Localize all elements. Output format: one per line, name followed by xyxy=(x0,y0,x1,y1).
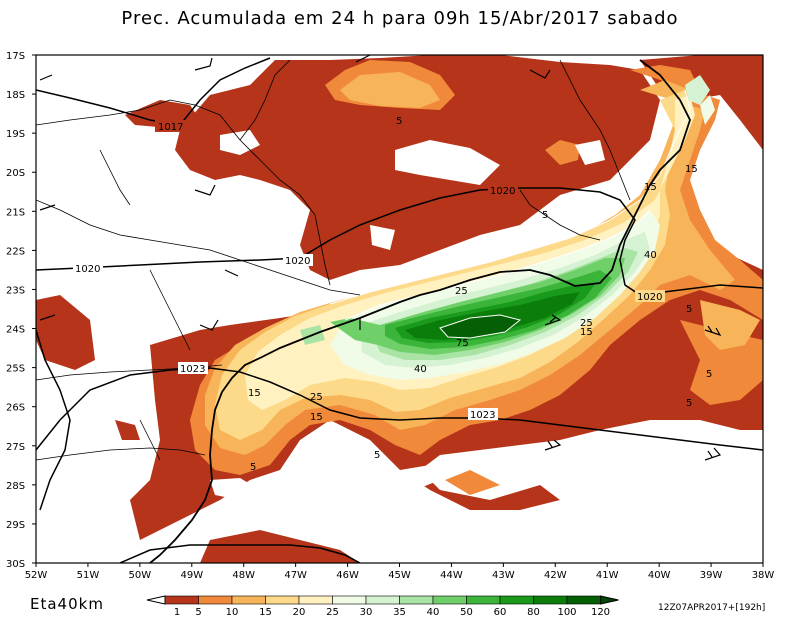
precip-label: 40 xyxy=(644,250,657,261)
lat-tick-label: 29S xyxy=(6,520,25,531)
colorbar-tick-label: 30 xyxy=(360,607,373,618)
coastline xyxy=(149,59,691,563)
colorbar-swatch xyxy=(466,595,501,605)
isobar-labels: 1017 1020 1020 1020 1020 1023 1023 xyxy=(73,120,665,421)
colorbar-tick-label: 80 xyxy=(527,607,540,618)
colorbar-swatch xyxy=(265,595,300,605)
precip-label: 75 xyxy=(456,338,469,349)
colorbar-tick-label: 120 xyxy=(591,607,610,618)
precip-label: 5 xyxy=(250,462,256,473)
lon-tick-label: 42W xyxy=(544,570,567,581)
lat-tick-label: 24S xyxy=(6,325,25,336)
lon-tick-label: 51W xyxy=(77,570,100,581)
contour-outlines xyxy=(329,89,691,339)
precip-label: 5 xyxy=(706,369,712,380)
colorbar-tick-label: 35 xyxy=(393,607,406,618)
colorbar-swatch xyxy=(499,595,534,605)
precip-label: 25 xyxy=(580,318,593,329)
isobar-label: 1020 xyxy=(490,186,515,197)
lon-tick-label: 52W xyxy=(25,570,48,581)
lon-tick-label: 48W xyxy=(232,570,255,581)
precip-labels: 5 15 5 15 40 25 25 15 75 40 5 15 25 15 5… xyxy=(248,116,712,473)
lon-tick-label: 41W xyxy=(596,570,619,581)
colorbar-arrow-high xyxy=(600,595,619,605)
colorbar: 1 5 10 15 20 25 30 35 40 50 60 80 100 120 xyxy=(146,595,619,618)
isobar-label: 1023 xyxy=(180,364,205,375)
lon-tick-label: 45W xyxy=(388,570,411,581)
colorbar-swatch xyxy=(365,595,400,605)
longitude-axis: 52W 51W 50W 49W 48W 47W 46W 45W 44W 43W 42W 41W 40W 3… xyxy=(25,563,775,581)
colorbar-swatch xyxy=(566,595,601,605)
colorbar-arrow-low xyxy=(146,595,166,605)
colorbar-tick-label: 60 xyxy=(494,607,507,618)
isobar-label: 1020 xyxy=(75,264,100,275)
isobar-label: 1023 xyxy=(470,410,495,421)
lon-tick-label: 49W xyxy=(180,570,203,581)
colorbar-swatch xyxy=(164,595,199,605)
colorbar-tick-label: 15 xyxy=(259,607,272,618)
lat-tick-label: 18S xyxy=(6,90,25,101)
wind-barbs xyxy=(39,54,722,461)
isobar-label: 1020 xyxy=(637,292,662,303)
precip-label: 5 xyxy=(686,304,692,315)
colorbar-swatch xyxy=(533,595,568,605)
colorbar-tick-label: 25 xyxy=(326,607,339,618)
precip-label: 15 xyxy=(685,164,698,175)
lon-tick-label: 44W xyxy=(440,570,463,581)
lon-tick-label: 50W xyxy=(129,570,152,581)
lat-tick-label: 17S xyxy=(6,51,25,62)
lat-tick-label: 27S xyxy=(6,442,25,453)
precip-label: 15 xyxy=(248,388,261,399)
isobar-label: 1020 xyxy=(285,256,310,267)
run-label: 12Z07APR2017+[192h] xyxy=(658,603,766,613)
lon-tick-label: 43W xyxy=(492,570,515,581)
precip-label: 5 xyxy=(686,398,692,409)
colorbar-tick-label: 100 xyxy=(557,607,576,618)
chart-title: Prec. Acumulada em 24 h para 09h 15/Abr/… xyxy=(121,8,679,29)
precip-label: 25 xyxy=(310,392,323,403)
colorbar-swatch xyxy=(198,595,233,605)
colorbar-tick-label: 1 xyxy=(174,607,180,618)
isobar-label: 1017 xyxy=(158,122,183,133)
lat-tick-label: 22S xyxy=(6,246,25,257)
precip-100mm-areas xyxy=(440,315,520,338)
colorbar-tick-label: 50 xyxy=(460,607,473,618)
model-name: Eta40km xyxy=(30,595,104,613)
colorbar-swatch xyxy=(432,595,467,605)
colorbar-swatch xyxy=(231,595,266,605)
no-precip-holes xyxy=(210,130,605,500)
precip-label: 25 xyxy=(455,286,468,297)
colorbar-swatch xyxy=(332,595,367,605)
colorbar-swatch xyxy=(298,595,333,605)
lon-tick-label: 39W xyxy=(700,570,723,581)
precip-label: 5 xyxy=(396,116,402,127)
lat-tick-label: 20S xyxy=(6,168,25,179)
precip-label: 15 xyxy=(644,182,657,193)
colorbar-tick-label: 10 xyxy=(226,607,239,618)
precip-fields xyxy=(36,55,763,563)
lat-tick-label: 23S xyxy=(6,285,25,296)
colorbar-tick-label: 20 xyxy=(293,607,306,618)
precip-label: 5 xyxy=(374,450,380,461)
lat-tick-label: 19S xyxy=(6,129,25,140)
precip-label: 15 xyxy=(580,327,593,338)
latitude-axis: 17S 18S 19S 20S 21S 22S 23S 24S 25S 26S 27S 28S 29S 3… xyxy=(6,51,36,570)
precip-label: 15 xyxy=(310,412,323,423)
colorbar-tick-label: 5 xyxy=(195,607,201,618)
lon-tick-label: 38W xyxy=(752,570,775,581)
lat-tick-label: 25S xyxy=(6,364,25,375)
lat-tick-label: 28S xyxy=(6,481,25,492)
lon-tick-label: 46W xyxy=(336,570,359,581)
precip-label: 40 xyxy=(414,364,427,375)
lon-tick-label: 40W xyxy=(648,570,671,581)
state-borders xyxy=(36,59,631,461)
lat-tick-label: 21S xyxy=(6,207,25,218)
precip-label: 5 xyxy=(542,210,548,221)
lat-tick-label: 30S xyxy=(6,559,25,570)
lon-tick-label: 47W xyxy=(284,570,307,581)
lat-tick-label: 26S xyxy=(6,403,25,414)
colorbar-tick-label: 40 xyxy=(427,607,440,618)
colorbar-swatch xyxy=(399,595,434,605)
